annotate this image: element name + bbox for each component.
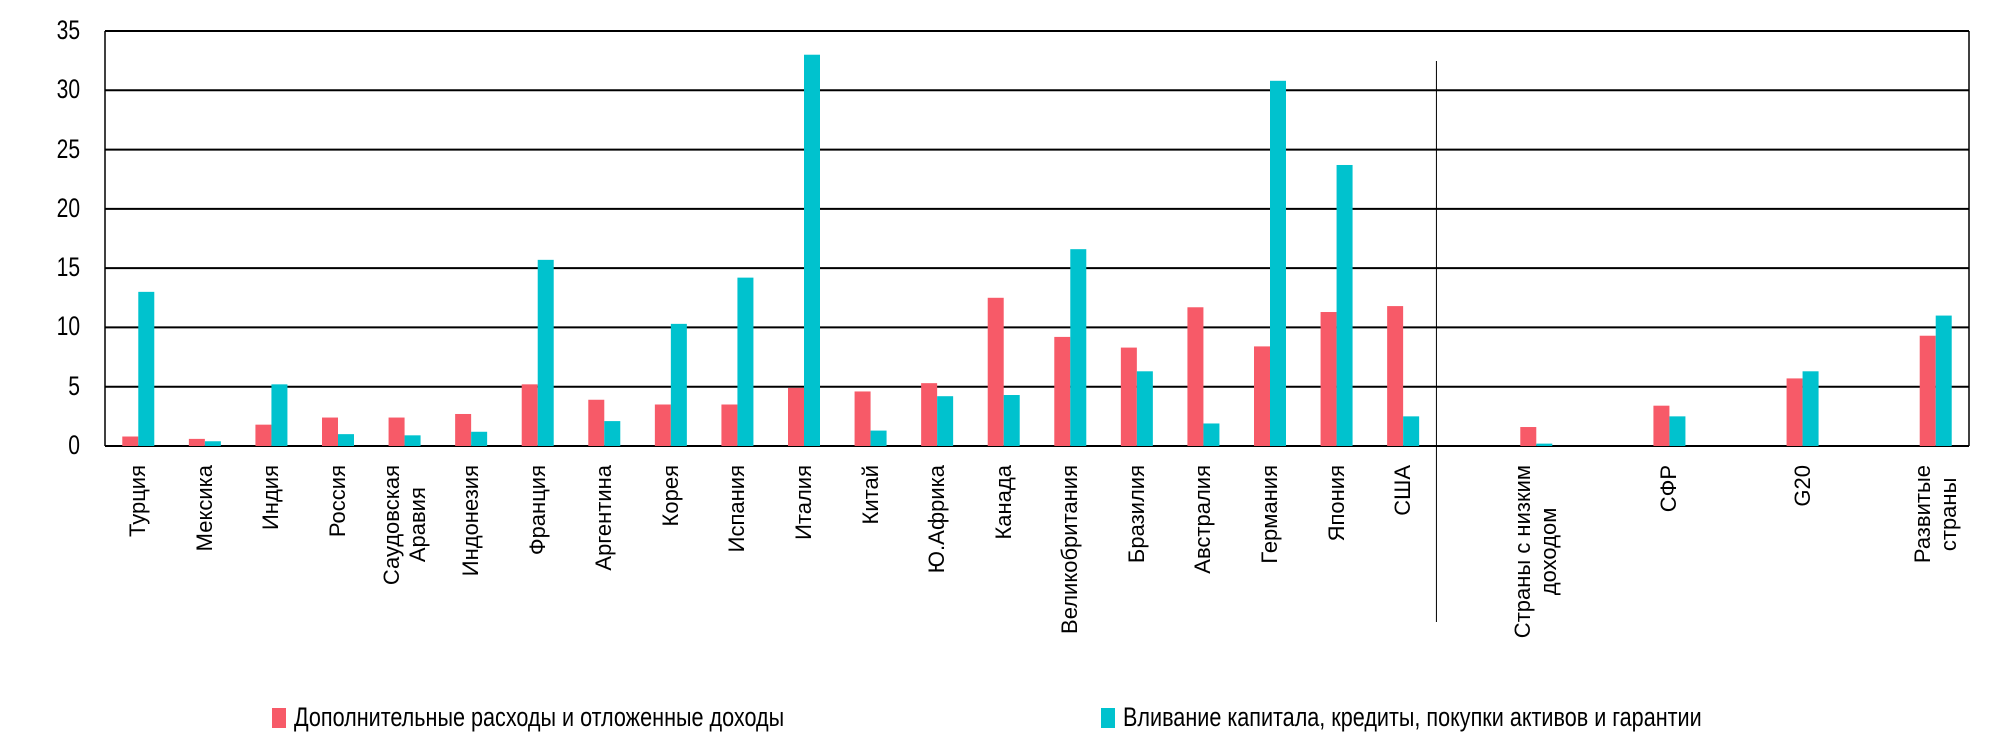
bar-series-2 xyxy=(138,291,155,446)
y-tick-label: 30 xyxy=(56,74,80,105)
x-tick-label: Индонезия xyxy=(458,465,484,577)
bar-series-1 xyxy=(1919,335,1936,446)
x-tick-label: Мексика xyxy=(191,465,217,552)
bar-series-2 xyxy=(1536,443,1553,446)
bar-series-2 xyxy=(670,323,687,446)
bar-series-2 xyxy=(1336,164,1353,446)
bar-series-1 xyxy=(1320,312,1337,446)
bar-series-1 xyxy=(1653,405,1670,446)
bar-series-2 xyxy=(870,430,887,446)
x-tick-label: Канада xyxy=(990,465,1016,540)
bar-series-1 xyxy=(721,404,738,446)
bar-series-1 xyxy=(388,417,405,446)
bar-series-2 xyxy=(1203,423,1220,446)
bar-series-2 xyxy=(1070,249,1087,446)
x-tick-label: Россия xyxy=(325,465,350,538)
x-tick-label: Развитые страны xyxy=(1909,465,1961,564)
bar-series-1 xyxy=(1520,427,1537,446)
x-tick-label: Испания xyxy=(724,465,750,553)
legend-swatch-red xyxy=(272,707,286,728)
y-tick-label: 25 xyxy=(56,133,80,164)
bar-series-2 xyxy=(1003,395,1020,446)
bar-series-1 xyxy=(1254,346,1270,446)
y-tick-label: 10 xyxy=(56,311,80,342)
bar-series-1 xyxy=(521,384,538,446)
bar-series-1 xyxy=(1187,307,1204,446)
bar-series-2 xyxy=(404,435,421,446)
legend-swatch-teal xyxy=(1101,707,1115,728)
bar-series-2 xyxy=(1669,416,1686,446)
x-tick-label: Аргентина xyxy=(591,465,617,571)
bar-series-2 xyxy=(1403,416,1420,446)
bar-series-1 xyxy=(1120,347,1137,446)
legend-label: Дополнительные расходы и отложенные дохо… xyxy=(294,702,785,732)
y-tick-label: 0 xyxy=(68,430,80,460)
bar-series-1 xyxy=(255,424,272,446)
bar-series-1 xyxy=(1054,336,1071,446)
bar-series-1 xyxy=(1786,378,1803,446)
bar-series-1 xyxy=(588,399,605,446)
bar-series-1 xyxy=(654,404,671,446)
bar-series-1 xyxy=(122,436,139,446)
x-tick-label: Франция xyxy=(524,465,550,556)
bar-series-1 xyxy=(1387,306,1404,446)
bar-series-1 xyxy=(788,387,804,446)
bar-series-2 xyxy=(937,396,954,446)
bar-series-2 xyxy=(471,431,488,446)
bar-series-1 xyxy=(322,417,338,446)
x-tick-label: Страны с низким доходом xyxy=(1510,465,1562,639)
bar-series-1 xyxy=(854,391,871,446)
x-tick-label: США xyxy=(1390,465,1416,516)
x-tick-label: Индия xyxy=(258,465,284,531)
x-tick-label: Германия xyxy=(1257,465,1282,564)
bar-series-2 xyxy=(737,277,754,446)
legend-item-series-2: Вливание капитала, кредиты, покупки акти… xyxy=(1101,702,1846,733)
y-tick-label: 20 xyxy=(56,192,80,223)
bar-series-2 xyxy=(1802,371,1819,446)
bar-series-2 xyxy=(1935,315,1952,446)
x-tick-label: Великобритания xyxy=(1057,465,1083,634)
bar-series-2 xyxy=(338,434,354,446)
x-tick-label: Китай xyxy=(857,465,883,525)
bar-series-1 xyxy=(188,438,205,446)
x-tick-label: Ю.Африка xyxy=(924,465,950,574)
bar-series-1 xyxy=(455,413,472,446)
bar-series-2 xyxy=(804,54,820,446)
bar-series-2 xyxy=(604,421,621,446)
y-tick-label: 5 xyxy=(68,370,80,401)
bar-series-2 xyxy=(271,384,288,446)
x-tick-label: Саудовская Аравия xyxy=(378,465,430,586)
bar-series-2 xyxy=(1136,371,1153,446)
x-tick-label: Австралия xyxy=(1190,465,1216,574)
x-tick-label: Италия xyxy=(791,465,816,540)
x-tick-label: G20 xyxy=(1789,465,1815,507)
x-tick-label: СФР xyxy=(1656,465,1682,513)
legend-item-series-1: Дополнительные расходы и отложенные дохо… xyxy=(272,702,907,733)
y-tick-label: 15 xyxy=(56,252,80,283)
x-tick-label: Япония xyxy=(1323,465,1349,542)
bar-series-2 xyxy=(204,441,221,446)
bar-series-2 xyxy=(537,259,554,446)
bar-series-2 xyxy=(1270,80,1286,447)
x-tick-label: Корея xyxy=(657,465,683,527)
x-tick-label: Бразилия xyxy=(1123,465,1149,564)
y-tick-label: 35 xyxy=(56,15,80,45)
bar-series-1 xyxy=(987,297,1004,446)
x-tick-label: Турция xyxy=(125,465,151,537)
bar-series-1 xyxy=(921,383,938,446)
legend-label: Вливание капитала, кредиты, покупки акти… xyxy=(1123,702,1702,732)
